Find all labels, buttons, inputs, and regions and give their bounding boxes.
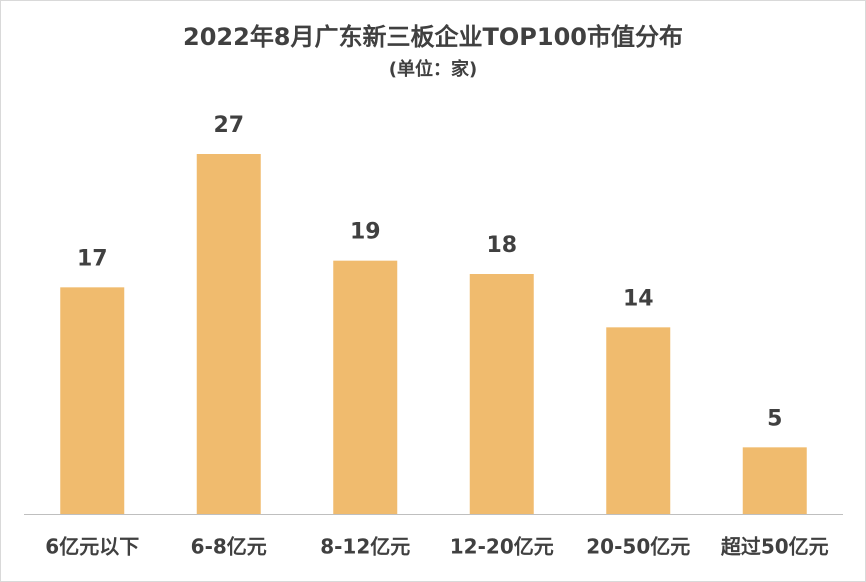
value-label: 19 <box>350 220 381 245</box>
x-tick-label: 8-12亿元 <box>320 535 410 559</box>
value-label: 18 <box>486 233 517 258</box>
bar <box>333 260 398 514</box>
bar <box>60 287 125 514</box>
bar <box>742 447 807 514</box>
value-label: 17 <box>77 246 108 271</box>
x-tick-label: 6-8亿元 <box>191 535 267 559</box>
x-tick-label: 12-20亿元 <box>450 535 554 559</box>
bar <box>606 327 671 514</box>
bar <box>196 154 261 514</box>
value-label: 5 <box>767 406 782 431</box>
x-tick-label: 6亿元以下 <box>45 535 139 559</box>
bar <box>469 274 534 514</box>
x-tick-label: 20-50亿元 <box>586 535 690 559</box>
chart-subtitle: (单位：家) <box>389 58 477 80</box>
value-label: 14 <box>623 286 654 311</box>
x-tick-label: 超过50亿元 <box>720 535 829 559</box>
chart-title: 2022年8月广东新三板企业TOP100市值分布 <box>183 23 683 51</box>
value-label: 27 <box>213 113 244 138</box>
